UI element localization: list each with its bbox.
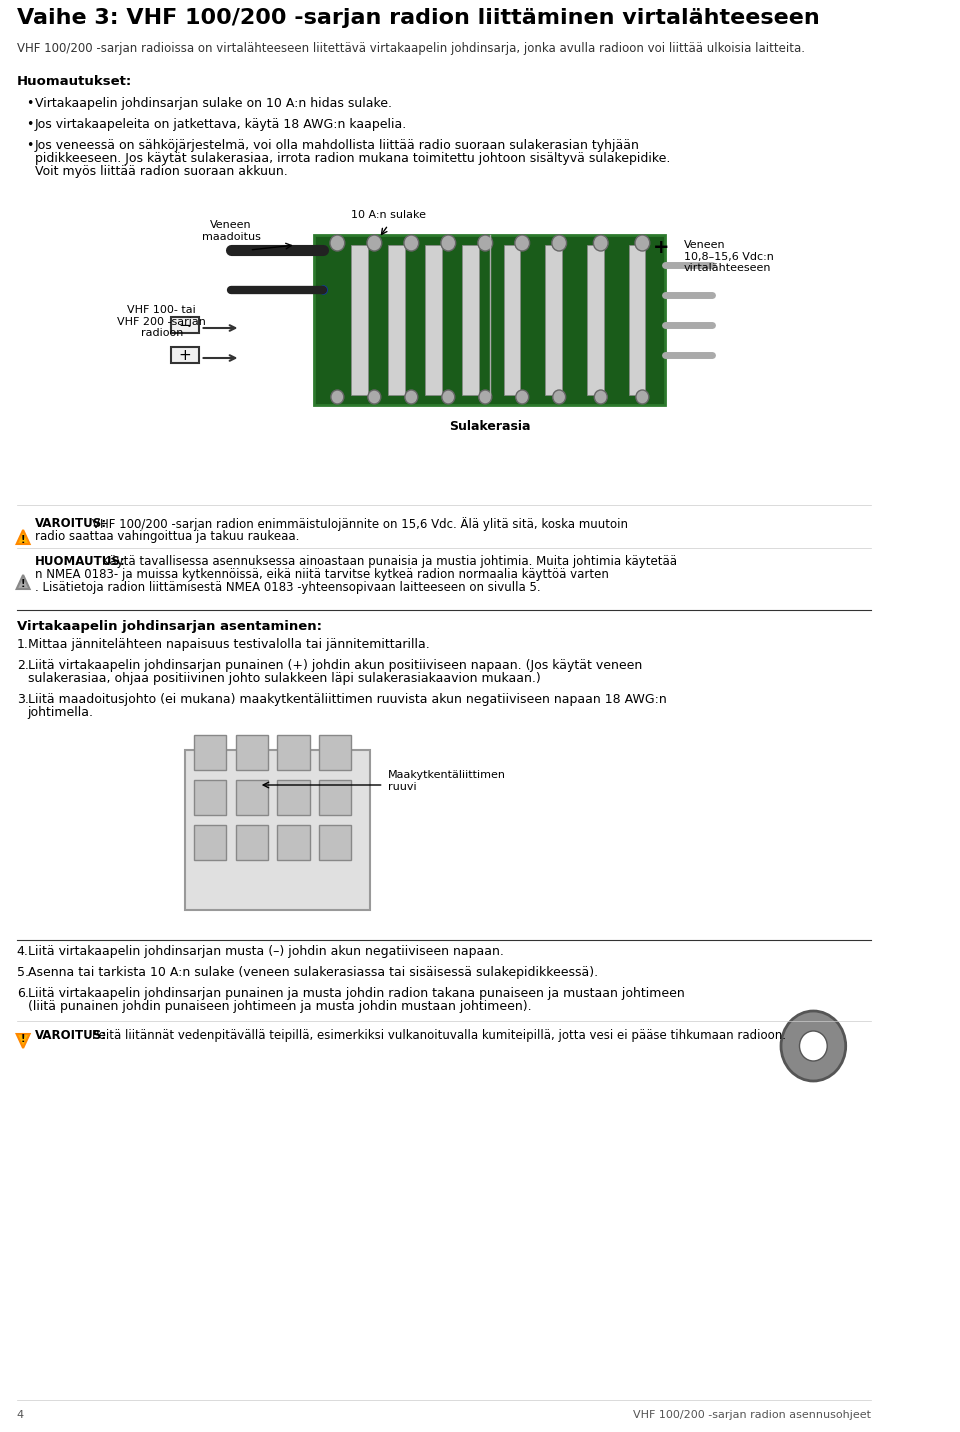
Bar (236, 825, 268, 861)
Text: 6.: 6. (16, 987, 29, 1000)
Text: 5.: 5. (16, 967, 29, 979)
Circle shape (552, 235, 566, 251)
Circle shape (320, 246, 327, 253)
Bar (545, 245, 562, 395)
Circle shape (635, 235, 650, 251)
Polygon shape (16, 530, 30, 544)
Circle shape (553, 390, 565, 404)
Text: Jos veneessä on sähköjärjestelmä, voi olla mahdollista liittää radio suoraan sul: Jos veneessä on sähköjärjestelmä, voi ol… (36, 139, 640, 152)
Text: Liitä virtakaapelin johdinsarjan punainen (+) johdin akun positiiviseen napaan. : Liitä virtakaapelin johdinsarjan punaine… (28, 659, 642, 672)
Text: VAROITUS:: VAROITUS: (36, 517, 108, 530)
Text: sulakerasiaa, ohjaa positiivinen johto sulakkeen läpi sulakerasiakaavion mukaan.: sulakerasiaa, ohjaa positiivinen johto s… (28, 672, 540, 684)
Bar (388, 245, 405, 395)
Bar (171, 347, 199, 362)
Bar (587, 245, 604, 395)
Text: !: ! (21, 536, 25, 546)
Text: Asenna tai tarkista 10 A:n sulake (veneen sulakerasiassa tai sisäisessä sulakepi: Asenna tai tarkista 10 A:n sulake (venee… (28, 967, 598, 979)
Bar (194, 825, 227, 861)
Text: johtimella.: johtimella. (28, 706, 94, 719)
Bar (314, 235, 665, 405)
Bar (277, 780, 310, 815)
Text: n NMEA 0183- ja muissa kytkennöissä, eikä niitä tarvitse kytkeä radion normaalia: n NMEA 0183- ja muissa kytkennöissä, eik… (36, 569, 609, 581)
Circle shape (636, 390, 649, 404)
Text: Sulakerasia: Sulakerasia (449, 420, 531, 432)
Circle shape (441, 235, 456, 251)
Text: Voit myös liittää radion suoraan akkuun.: Voit myös liittää radion suoraan akkuun. (36, 165, 288, 178)
Text: HUOMAUTUS:: HUOMAUTUS: (36, 556, 126, 569)
Circle shape (331, 390, 344, 404)
Text: −: − (179, 318, 191, 332)
Circle shape (479, 390, 492, 404)
Bar (504, 245, 520, 395)
Bar (319, 780, 351, 815)
Circle shape (367, 235, 382, 251)
Text: Virtakaapelin johdinsarjan asentaminen:: Virtakaapelin johdinsarjan asentaminen: (16, 620, 322, 633)
Text: +: + (179, 348, 191, 362)
Text: Maakytkentäliittimen
ruuvi: Maakytkentäliittimen ruuvi (388, 770, 506, 792)
Bar (236, 780, 268, 815)
Circle shape (405, 390, 418, 404)
Text: Liitä virtakaapelin johdinsarjan musta (–) johdin akun negatiiviseen napaan.: Liitä virtakaapelin johdinsarjan musta (… (28, 945, 504, 958)
Circle shape (404, 235, 419, 251)
Text: Vaihe 3: VHF 100/200 -sarjan radion liittäminen virtalähteeseen: Vaihe 3: VHF 100/200 -sarjan radion liit… (16, 9, 820, 29)
Bar (351, 245, 368, 395)
Text: +: + (653, 238, 669, 256)
Circle shape (320, 286, 327, 294)
Text: Huomautukset:: Huomautukset: (16, 74, 132, 87)
Text: Peitä liitännät vedenpitävällä teipillä, esimerkiksi vulkanoituvalla kumiteipill: Peitä liitännät vedenpitävällä teipillä,… (92, 1030, 786, 1042)
Bar (194, 735, 227, 770)
Bar (629, 245, 645, 395)
Text: . Lisätietoja radion liittämisestä NMEA 0183 -yhteensopivaan laitteeseen on sivu: . Lisätietoja radion liittämisestä NMEA … (36, 581, 540, 594)
Text: Virtakaapelin johdinsarjan sulake on 10 A:n hidas sulake.: Virtakaapelin johdinsarjan sulake on 10 … (36, 97, 392, 110)
Text: pidikkeeseen. Jos käytät sulakerasiaa, irrota radion mukana toimitettu johtoon s: pidikkeeseen. Jos käytät sulakerasiaa, i… (36, 152, 670, 165)
Text: VHF 100- tai
VHF 200 -sarjan
radioon: VHF 100- tai VHF 200 -sarjan radioon (117, 305, 206, 338)
Text: 10 A:n sulake: 10 A:n sulake (350, 211, 425, 221)
Bar (277, 825, 310, 861)
Text: Liitä virtakaapelin johdinsarjan punainen ja musta johdin radion takana punaisee: Liitä virtakaapelin johdinsarjan punaine… (28, 987, 684, 1000)
Text: Jos virtakaapeleita on jatkettava, käytä 18 AWG:n kaapelia.: Jos virtakaapeleita on jatkettava, käytä… (36, 117, 407, 130)
Circle shape (800, 1031, 828, 1061)
Bar (277, 735, 310, 770)
Circle shape (330, 235, 345, 251)
Bar (171, 316, 199, 334)
Text: !: ! (21, 579, 25, 589)
Text: Veneen
maadoitus: Veneen maadoitus (202, 221, 260, 242)
Text: 1.: 1. (16, 639, 29, 652)
Circle shape (368, 390, 381, 404)
Text: Liitä maadoitusjohto (ei mukana) maakytkentäliittimen ruuvista akun negatiivisee: Liitä maadoitusjohto (ei mukana) maakytk… (28, 693, 666, 706)
Bar (319, 735, 351, 770)
Text: Käytä tavallisessa asennuksessa ainoastaan punaisia ja mustia johtimia. Muita jo: Käytä tavallisessa asennuksessa ainoasta… (102, 556, 677, 569)
Polygon shape (16, 1034, 30, 1048)
Text: (liitä punainen johdin punaiseen johtimeen ja musta johdin mustaan johtimeen).: (liitä punainen johdin punaiseen johtime… (28, 1000, 531, 1012)
Circle shape (594, 390, 608, 404)
Text: !: ! (21, 1034, 25, 1044)
Text: VHF 100/200 -sarjan radion enimmäistulojännite on 15,6 Vdc. Älä ylitä sitä, kosk: VHF 100/200 -sarjan radion enimmäistuloj… (92, 517, 633, 531)
Text: •: • (26, 139, 34, 152)
Circle shape (515, 235, 530, 251)
Bar (194, 780, 227, 815)
Bar (425, 245, 442, 395)
Text: VHF 100/200 -sarjan radioissa on virtalähteeseen liitettävä virtakaapelin johdin: VHF 100/200 -sarjan radioissa on virtalä… (16, 42, 804, 54)
Text: VAROITUS:: VAROITUS: (36, 1030, 108, 1042)
Text: radio saattaa vahingoittua ja takuu raukeaa.: radio saattaa vahingoittua ja takuu rauk… (36, 530, 300, 543)
Text: 4.: 4. (16, 945, 29, 958)
Circle shape (781, 1011, 846, 1081)
Text: Mittaa jännitelähteen napaisuus testivalolla tai jännitemittarilla.: Mittaa jännitelähteen napaisuus testival… (28, 639, 429, 652)
Text: Veneen
10,8–15,6 Vdc:n
virtalähteeseen: Veneen 10,8–15,6 Vdc:n virtalähteeseen (684, 241, 774, 274)
Bar (236, 735, 268, 770)
Bar (185, 750, 370, 909)
Bar (462, 245, 479, 395)
Circle shape (442, 390, 455, 404)
Circle shape (478, 235, 492, 251)
Bar (319, 825, 351, 861)
Circle shape (516, 390, 529, 404)
Text: 3.: 3. (16, 693, 29, 706)
Text: 2.: 2. (16, 659, 29, 672)
Circle shape (593, 235, 609, 251)
Polygon shape (16, 576, 30, 589)
Text: VHF 100/200 -sarjan radion asennusohjeet: VHF 100/200 -sarjan radion asennusohjeet (633, 1411, 871, 1421)
Text: •: • (26, 97, 34, 110)
Text: •: • (26, 117, 34, 130)
Text: 4: 4 (16, 1411, 24, 1421)
